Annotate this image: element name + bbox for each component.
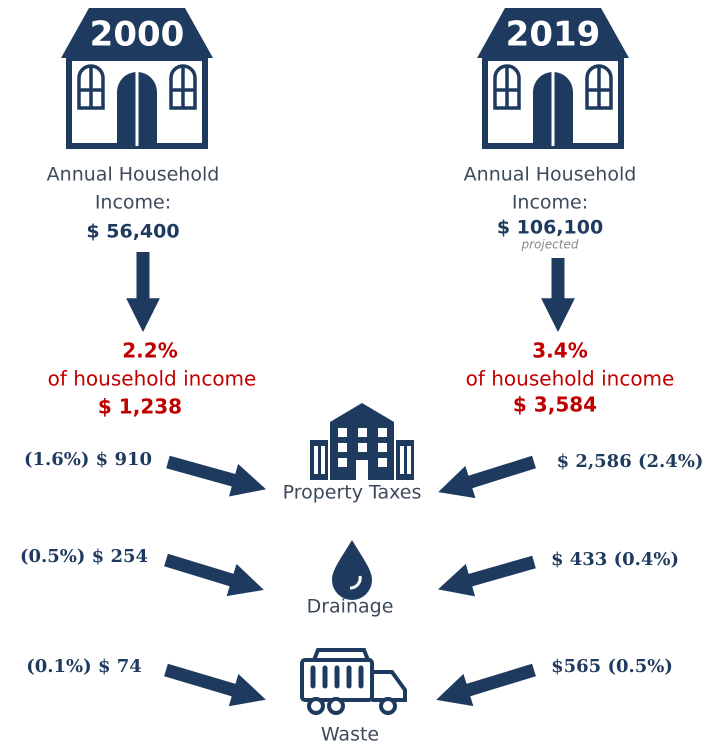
arrow [166,455,267,497]
total: $ 1,238 [98,395,182,419]
share: 2.2% [122,339,177,363]
left-value: (1.6%) $ 910 [24,449,152,470]
service-name: Drainage [307,596,394,618]
service-name: Waste [321,724,379,745]
total: $ 3,584 [513,393,597,417]
income-label: Annual Household [464,164,637,186]
share-label: of household income [48,367,257,391]
income-label: Annual Household [47,164,220,186]
right-value: $ 433 (0.4%) [551,549,679,570]
arrow [164,663,266,707]
share: 3.4% [532,339,587,363]
share-label: of household income [466,367,675,391]
right-value: $ 2,586 (2.4%) [557,451,704,472]
income: $ 106,100 [497,217,603,239]
income-label: Income: [512,192,588,214]
income: $ 56,400 [86,221,179,243]
arrow [436,663,536,707]
building-icon [310,403,414,480]
service-name: Property Taxes [283,482,422,504]
left-value: (0.1%) $ 74 [26,656,142,677]
drainage-icon [332,540,372,600]
left-value: (0.5%) $ 254 [20,546,148,567]
note: projected [521,238,579,252]
arrow [438,455,536,499]
waste-icon [300,648,407,715]
right-value: $565 (0.5%) [551,656,673,677]
year: 2000 [90,15,185,55]
arrow [164,553,264,597]
income-label: Income: [95,192,171,214]
arrow [438,555,536,597]
year: 2019 [506,15,601,55]
